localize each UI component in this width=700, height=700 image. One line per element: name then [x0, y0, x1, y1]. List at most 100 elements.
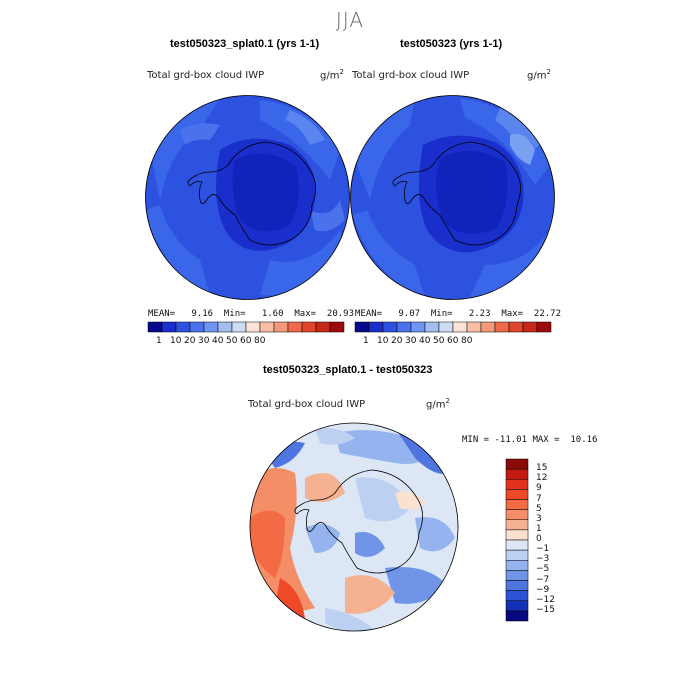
diff-colorbar-tick: 5 — [536, 503, 542, 514]
panel1-colorbar-tick: 40 — [212, 336, 224, 346]
panel1-colorbar-swatch — [273, 321, 289, 333]
diff-variable: Total grd-box cloud IWP — [248, 399, 366, 410]
panel2-colorbar-swatch — [410, 321, 426, 333]
panel2-colorbar-tick: 50 — [433, 336, 445, 346]
diff-colorbar-swatch — [505, 549, 529, 561]
panel2-colorbar-swatch — [480, 321, 496, 333]
panel1-units: g/m2 — [320, 68, 344, 82]
diff-map — [249, 422, 459, 632]
diff-minmax: MIN = -11.01 MAX = 10.16 — [462, 435, 598, 445]
panel1-colorbar-swatch — [217, 321, 233, 333]
diff-colorbar-swatch — [505, 499, 529, 510]
diff-colorbar-swatch — [505, 539, 529, 551]
diff-colorbar-tick: 7 — [536, 493, 542, 504]
diff-colorbar — [505, 458, 529, 622]
panel1-stats: MEAN= 9.16 Min= 1.60 Max= 20.93 — [148, 309, 354, 319]
panel2-colorbar-tick: 60 — [447, 336, 459, 346]
diff-colorbar-swatch — [505, 600, 529, 612]
diff-colorbar-swatch — [505, 479, 529, 490]
panel1-colorbar-tick: 10 — [170, 336, 182, 346]
panel1-colorbar-swatch — [203, 321, 219, 333]
panel2-colorbar — [354, 321, 552, 333]
diff-colorbar-tick: 9 — [536, 483, 542, 494]
panel1-colorbar-swatch — [189, 321, 205, 333]
panel1-colorbar-swatch — [259, 321, 275, 333]
panel2-colorbar-swatches — [354, 321, 552, 333]
panel1-colorbar-tick: 80 — [254, 336, 266, 346]
diff-title: test050323_splat0.1 - test050323 — [263, 364, 433, 376]
panel1-colorbar-tick: 30 — [198, 336, 210, 346]
panel2-colorbar-swatch — [368, 321, 384, 333]
panel1-colorbar-ticks: 1 10 20 30 40 50 60 80 — [146, 336, 346, 348]
panel2-map — [350, 95, 555, 300]
panel1-map — [145, 95, 350, 300]
diff-colorbar-tick: −12 — [536, 594, 555, 605]
diff-colorbar-tick: 1 — [536, 523, 542, 534]
panel1-colorbar-swatch — [287, 321, 303, 333]
panel2-colorbar-tick: 1 — [363, 336, 369, 346]
panel2-colorbar-tick: 10 — [377, 336, 389, 346]
panel1-colorbar-swatch — [245, 321, 261, 333]
diff-colorbar-tick: 15 — [536, 463, 548, 474]
panel2-colorbar-swatch — [508, 321, 524, 333]
panel2-colorbar-swatch — [452, 321, 468, 333]
diff-colorbar-swatch — [505, 468, 529, 480]
panel2-colorbar-ticks: 1 10 20 30 40 50 60 80 — [353, 336, 553, 348]
panel2-stats: MEAN= 9.07 Min= 2.23 Max= 22.72 — [355, 309, 561, 319]
panel2-title: test050323 (yrs 1-1) — [400, 38, 503, 50]
diff-colorbar-swatch — [505, 610, 529, 622]
diff-colorbar-swatches — [505, 458, 529, 622]
panel2-colorbar-swatch — [536, 321, 552, 333]
diff-colorbar-swatch — [505, 570, 529, 581]
panel1-colorbar-swatch — [329, 321, 345, 333]
panel2-colorbar-swatch — [494, 321, 510, 333]
panel1-colorbar-swatch — [175, 321, 191, 333]
panel1-colorbar — [147, 321, 345, 333]
panel1-colorbar-swatch — [231, 321, 247, 333]
panel2-colorbar-swatch — [466, 321, 482, 333]
diff-colorbar-swatch — [505, 519, 529, 531]
panel2-colorbar-swatch — [382, 321, 398, 333]
panel2-colorbar-tick: 20 — [391, 336, 403, 346]
panel2-colorbar-swatch — [354, 321, 370, 333]
diff-colorbar-tick: 3 — [536, 513, 542, 524]
diff-colorbar-tick: −15 — [536, 604, 555, 615]
diff-colorbar-tick: −3 — [536, 554, 550, 565]
panel2-colorbar-tick: 30 — [405, 336, 417, 346]
diff-colorbar-tick: −7 — [536, 574, 550, 585]
diff-colorbar-tick: −1 — [536, 544, 550, 555]
diff-colorbar-tick: 0 — [536, 534, 542, 544]
diff-colorbar-swatch — [505, 509, 529, 520]
panel1-title: test050323_splat0.1 (yrs 1-1) — [170, 38, 320, 50]
diff-colorbar-swatch — [505, 560, 529, 571]
panel2-colorbar-swatch — [424, 321, 440, 333]
panel1-colorbar-swatches — [147, 321, 345, 333]
panel1-colorbar-tick: 50 — [226, 336, 238, 346]
panel2-units: g/m2 — [527, 68, 551, 82]
panel1-colorbar-swatch — [315, 321, 331, 333]
panel1-colorbar-swatch — [161, 321, 177, 333]
panel2-variable: Total grd-box cloud IWP — [352, 70, 470, 81]
panel2-colorbar-tick: 40 — [419, 336, 431, 346]
panel2-colorbar-swatch — [438, 321, 454, 333]
diff-colorbar-swatch — [505, 489, 529, 500]
diff-colorbar-swatch — [505, 590, 529, 601]
diff-colorbar-tick: −5 — [536, 564, 550, 575]
diff-colorbar-tick: 12 — [536, 473, 548, 484]
diff-colorbar-swatch — [505, 529, 529, 541]
panel1-colorbar-tick: 1 — [156, 336, 162, 346]
diff-colorbar-swatch — [505, 580, 529, 591]
panel1-variable: Total grd-box cloud IWP — [147, 70, 265, 81]
diff-colorbar-ticks: 15 12 9 7 5 3 1 0 −1 −3 −5 −7 −9 −12 −15 — [536, 458, 576, 628]
panel1-colorbar-tick: 20 — [184, 336, 196, 346]
diff-colorbar-tick: −9 — [536, 584, 550, 595]
panel1-colorbar-tick: 60 — [240, 336, 252, 346]
panel1-colorbar-swatch — [147, 321, 163, 333]
panel2-colorbar-swatch — [396, 321, 412, 333]
diff-units: g/m2 — [426, 397, 450, 411]
season-title: JJA — [335, 8, 365, 32]
panel2-colorbar-swatch — [522, 321, 538, 333]
panel2-colorbar-tick: 80 — [461, 336, 473, 346]
panel1-colorbar-swatch — [301, 321, 317, 333]
diff-colorbar-swatch — [505, 458, 529, 470]
